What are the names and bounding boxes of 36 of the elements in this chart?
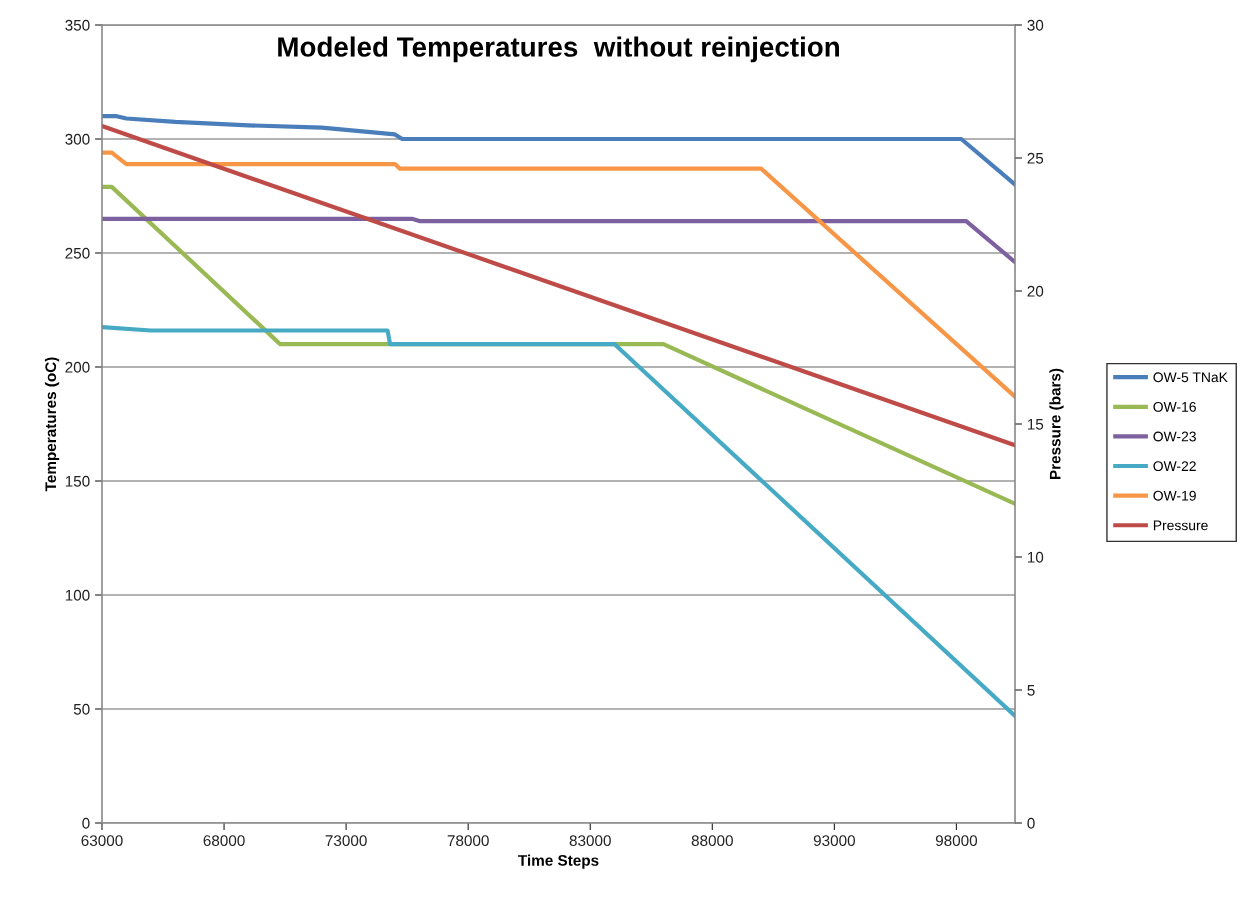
y2-axis-title: Pressure (bars)	[1049, 368, 1064, 480]
x-tick-label: 73000	[325, 835, 367, 847]
line-series	[102, 150, 1015, 399]
x-tick-label: 63000	[81, 835, 123, 847]
y-tick-label: 100	[65, 589, 90, 601]
x-tick-label: 68000	[203, 835, 245, 847]
legend-label: OW-22	[1153, 461, 1196, 472]
y2-tick-label: 5	[1027, 685, 1035, 696]
y2-tick-label: 25	[1027, 152, 1044, 164]
y2-tick-label: 20	[1027, 285, 1044, 297]
y-tick-label: 350	[65, 19, 90, 31]
y-tick-label: 0	[82, 817, 90, 829]
y-tick-label: 200	[65, 361, 90, 373]
x-tick-label: 98000	[935, 835, 978, 847]
y2-tick-label: 15	[1027, 419, 1044, 430]
legend-label: OW-5 TNaK	[1153, 372, 1228, 383]
legend-label: Pressure	[1153, 520, 1208, 531]
line-series	[102, 325, 1015, 718]
x-tick-label: 93000	[813, 835, 855, 847]
x-axis-title: Time Steps	[518, 854, 599, 869]
line-series	[102, 114, 1015, 187]
legend-label: OW-19	[1153, 490, 1196, 501]
y-tick-label: 300	[65, 133, 90, 145]
x-tick-label: 88000	[691, 835, 733, 847]
x-tick-label: 78000	[447, 835, 489, 847]
chart-title: Modeled Temperatures without reinjection	[278, 36, 839, 63]
y-tick-label: 250	[65, 247, 90, 259]
y2-tick-label: 30	[1027, 19, 1044, 31]
y2-tick-label: 10	[1027, 551, 1044, 563]
y2-tick-label: 0	[1027, 817, 1035, 829]
legend-label: OW-16	[1153, 401, 1196, 412]
y-tick-label: 50	[73, 703, 90, 715]
y-tick-label: 150	[65, 475, 90, 487]
legend-label: OW-23	[1153, 431, 1196, 442]
x-tick-label: 83000	[569, 835, 611, 847]
y-axis-title: Temperatures (oC)	[44, 357, 60, 492]
